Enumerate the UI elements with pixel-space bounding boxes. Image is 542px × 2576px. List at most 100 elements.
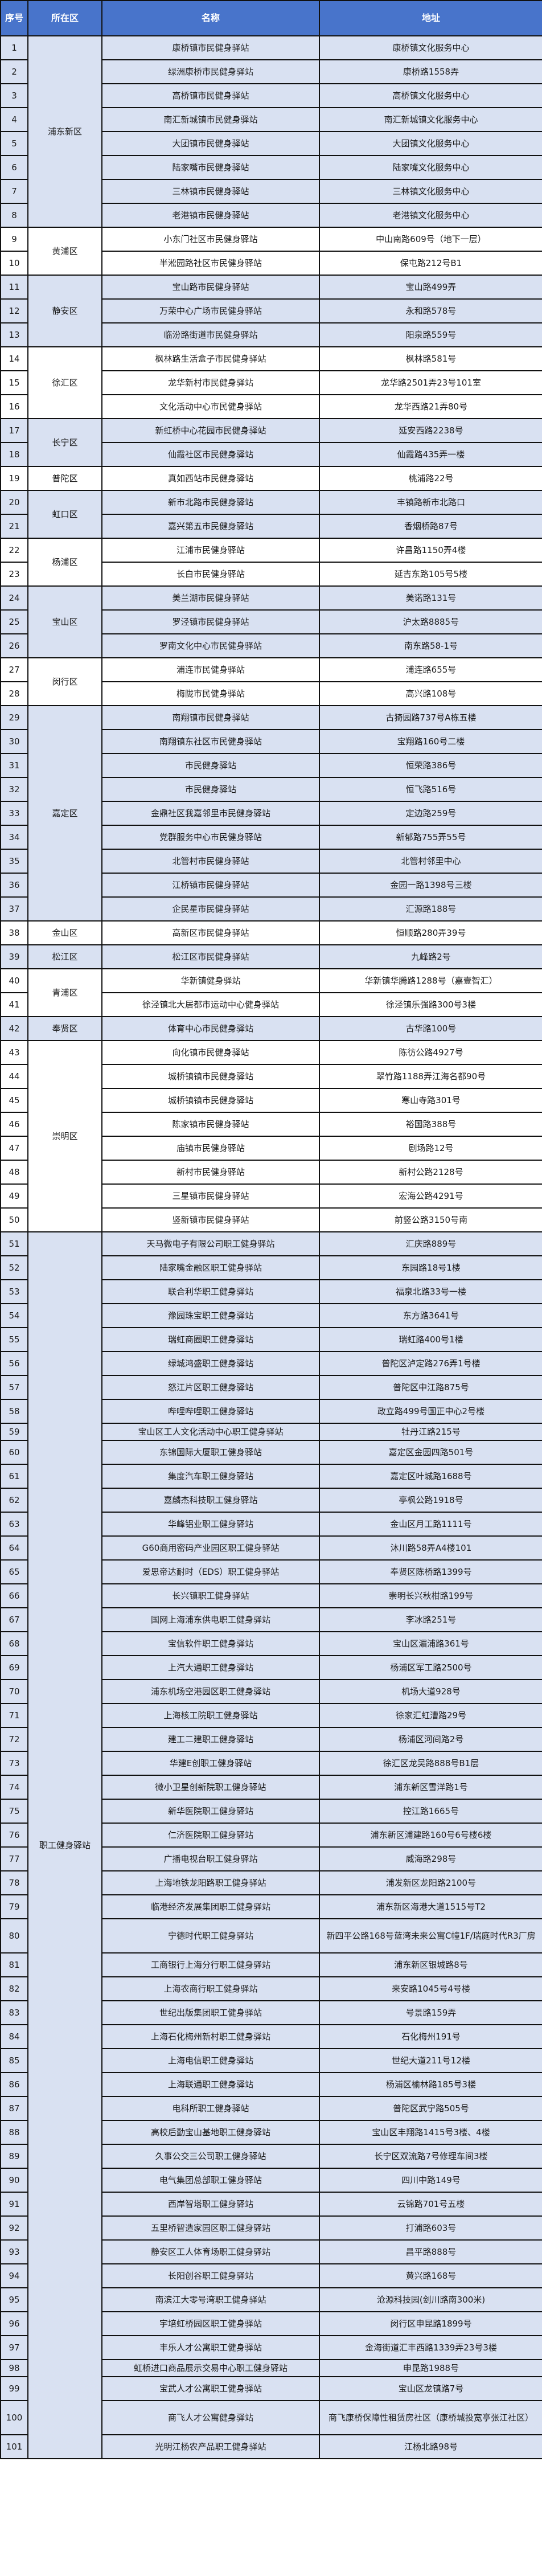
table-row: 90 电气集团总部职工健身驿站 四川中路149号 xyxy=(0,2168,542,2193)
table-row: 32 市民健身驿站 恒飞路516号 xyxy=(0,777,542,802)
station-address: 新四平公路168号蓝湾未来公寓C幢1F/瑞庭时代R3厂房 xyxy=(319,1918,542,1953)
station-name: 西岸智塔职工健身驿站 xyxy=(101,2192,320,2217)
district-cell: 长宁区 xyxy=(27,418,102,467)
station-name: 小东门社区市民健身驿站 xyxy=(101,227,320,252)
station-address: 宏海公路4291号 xyxy=(319,1183,542,1209)
station-name: 虹桥进口商品展示交易中心职工健身驿站 xyxy=(101,2359,320,2377)
station-name: 党群服务中心市民健身驿站 xyxy=(101,825,320,850)
row-number: 7 xyxy=(0,179,28,204)
station-address: 沐川路58弄A4楼101 xyxy=(319,1535,542,1561)
station-name: 枫林路生活盒子市民健身驿站 xyxy=(101,346,320,371)
row-number: 45 xyxy=(0,1088,28,1113)
station-name: 康桥镇市民健身驿站 xyxy=(101,35,320,60)
station-address: 恒荣路386号 xyxy=(319,753,542,778)
fitness-station-table: 序号 所在区 名称 地址 1 浦东新区 康桥镇市民健身驿站 康桥镇文化服务中心 2 绿洲康… xyxy=(0,0,542,2459)
station-address: 打浦路603号 xyxy=(319,2215,542,2241)
row-number: 2 xyxy=(0,59,28,84)
table-row: 13 临汾路街道市民健身驿站 阳泉路559号 xyxy=(0,322,542,347)
station-name: 半淞园路社区市民健身驿站 xyxy=(101,251,320,276)
station-address: 杨浦区榆林路185号3楼 xyxy=(319,2072,542,2097)
station-name: 徐泾镇北大居都市运动中心健身驿站 xyxy=(101,992,320,1017)
station-name: 天马微电子有限公司职工健身驿站 xyxy=(101,1231,320,1256)
row-number: 96 xyxy=(0,2311,28,2336)
station-address: 宝山区湄浦路361号 xyxy=(319,1631,542,1656)
station-address: 江杨北路98号 xyxy=(319,2434,542,2459)
row-number: 53 xyxy=(0,1279,28,1304)
station-address: 新村公路2128号 xyxy=(319,1160,542,1185)
row-number: 3 xyxy=(0,83,28,108)
row-number: 21 xyxy=(0,514,28,539)
station-name: 万荣中心广场市民健身驿站 xyxy=(101,298,320,323)
table-row: 92 五里桥智造家园区职工健身驿站 打浦路603号 xyxy=(0,2215,542,2241)
table-row: 86 上海联通职工健身驿站 杨浦区榆林路185号3楼 xyxy=(0,2072,542,2097)
station-name: 嘉麟杰科技职工健身驿站 xyxy=(101,1488,320,1513)
table-row: 70 浦东机场空港园区职工健身驿站 机场大道928号 xyxy=(0,1679,542,1704)
table-row: 50 竖新镇市民健身驿站 前竖公路3150号南 xyxy=(0,1207,542,1232)
table-row: 5 大团镇市民健身驿站 大团镇文化服务中心 xyxy=(0,131,542,156)
table-row: 4 南汇新城镇市民健身驿站 南汇新城镇文化服务中心 xyxy=(0,107,542,132)
station-address: 浦发新区龙阳路2100号 xyxy=(319,1870,542,1895)
station-name: 罗南文化中心市民健身驿站 xyxy=(101,633,320,658)
row-number: 28 xyxy=(0,681,28,706)
row-number: 10 xyxy=(0,251,28,276)
station-name: 东锦国际大厦职工健身驿站 xyxy=(101,1440,320,1465)
station-address: 牡丹江路215号 xyxy=(319,1423,542,1441)
station-address: 恒顺路280弄39号 xyxy=(319,920,542,945)
table-row: 42 奉贤区 体育中心市民健身驿站 古华路100号 xyxy=(0,1016,542,1041)
station-name: 豫园珠宝职工健身驿站 xyxy=(101,1303,320,1328)
station-address: 南汇新城镇文化服务中心 xyxy=(319,107,542,132)
station-address: 亭枫公路1918号 xyxy=(319,1488,542,1513)
station-address: 北管村邻里中心 xyxy=(319,849,542,874)
table-row: 93 静安区工人体育场职工健身驿站 昌平路888号 xyxy=(0,2239,542,2264)
row-number: 89 xyxy=(0,2144,28,2169)
station-name: 浦东机场空港园区职工健身驿站 xyxy=(101,1679,320,1704)
station-name: 高桥镇市民健身驿站 xyxy=(101,83,320,108)
table-row: 101 光明江杨农产品职工健身驿站 江杨北路98号 xyxy=(0,2434,542,2459)
station-name: 向化镇市民健身驿站 xyxy=(101,1040,320,1065)
table-row: 35 北管村市民健身驿站 北管村邻里中心 xyxy=(0,849,542,874)
station-address: 李冰路251号 xyxy=(319,1607,542,1632)
row-number: 78 xyxy=(0,1870,28,1895)
row-number: 88 xyxy=(0,2120,28,2145)
row-number: 75 xyxy=(0,1799,28,1824)
station-name: 宝武人才公寓职工健身驿站 xyxy=(101,2376,320,2401)
district-cell: 闵行区 xyxy=(27,657,102,706)
table-row: 39 松江区 松江区市民健身驿站 九峰路2号 xyxy=(0,944,542,969)
row-number: 13 xyxy=(0,322,28,347)
station-name: 老港镇市民健身驿站 xyxy=(101,203,320,228)
row-number: 69 xyxy=(0,1655,28,1680)
station-name: 城桥镇镇市民健身驿站 xyxy=(101,1088,320,1113)
row-number: 83 xyxy=(0,2000,28,2025)
station-address: 陆家嘴文化服务中心 xyxy=(319,155,542,180)
row-number: 98 xyxy=(0,2359,28,2377)
table-row: 17 长宁区 新虹桥中心花园市民健身驿站 延安西路2238号 xyxy=(0,418,542,467)
station-address: 定边路259号 xyxy=(319,801,542,826)
table-row: 88 高校后勤宝山基地职工健身驿站 宝山区丰翔路1415号3楼、4楼 xyxy=(0,2120,542,2145)
station-name: 长阳创谷职工健身驿站 xyxy=(101,2263,320,2288)
station-address: 云锦路701号五楼 xyxy=(319,2192,542,2217)
table-row: 67 国网上海浦东供电职工健身驿站 李冰路251号 xyxy=(0,1607,542,1632)
table-row: 11 静安区 宝山路市民健身驿站 宝山路499弄 xyxy=(0,275,542,347)
station-address: 嘉定区叶城路1688号 xyxy=(319,1464,542,1489)
table-row: 34 党群服务中心市民健身驿站 新郁路755弄55号 xyxy=(0,825,542,850)
station-address: 黄兴路168号 xyxy=(319,2263,542,2288)
station-address: 龙华西路21弄80号 xyxy=(319,394,542,419)
row-number: 82 xyxy=(0,1976,28,2001)
station-name: 嘉兴第五市民健身驿站 xyxy=(101,514,320,539)
station-address: 石化梅州191号 xyxy=(319,2024,542,2049)
station-name: 高新区市民健身驿站 xyxy=(101,920,320,945)
station-address: 中山南路609号（地下一层） xyxy=(319,227,542,252)
station-address: 华新镇华腾路1288号（嘉壹智汇） xyxy=(319,968,542,993)
station-name: 南滨江大零号湾职工健身驿站 xyxy=(101,2287,320,2312)
row-number: 92 xyxy=(0,2215,28,2241)
table-row: 41 徐泾镇北大居都市运动中心健身驿站 徐泾镇乐强路300号3楼 xyxy=(0,992,542,1017)
station-name: 陆家嘴金融区职工健身驿站 xyxy=(101,1255,320,1280)
station-name: 江桥镇市民健身驿站 xyxy=(101,873,320,898)
row-number: 30 xyxy=(0,729,28,754)
station-address: 九峰路2号 xyxy=(319,944,542,969)
station-name: 罗泾镇市民健身驿站 xyxy=(101,609,320,634)
station-address: 机场大道928号 xyxy=(319,1679,542,1704)
station-name: 新村市民健身驿站 xyxy=(101,1160,320,1185)
station-name: 绿城鸿盛职工健身驿站 xyxy=(101,1351,320,1376)
row-number: 44 xyxy=(0,1064,28,1089)
